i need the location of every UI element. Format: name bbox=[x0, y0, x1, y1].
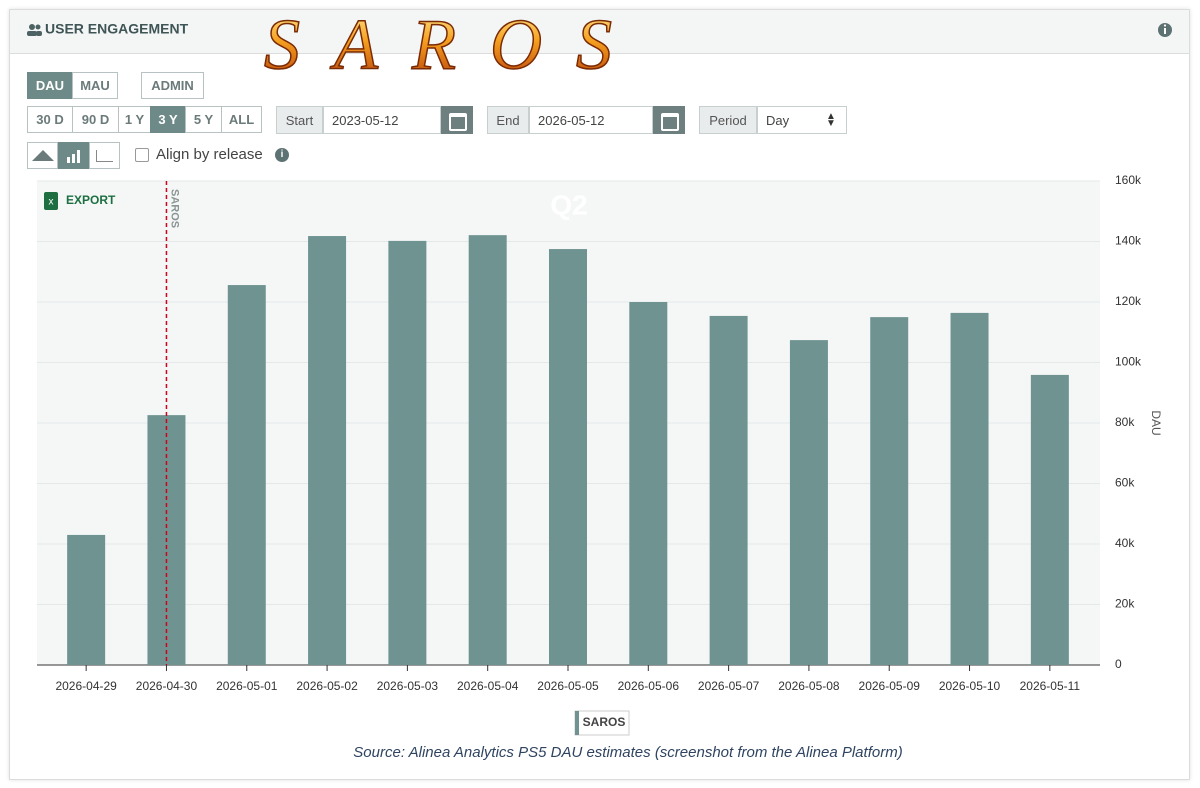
source-note: Source: Alinea Analytics PS5 DAU estimat… bbox=[353, 744, 902, 761]
x-tick-label: 2026-05-03 bbox=[377, 679, 439, 693]
bar bbox=[789, 340, 828, 665]
header-title: USER ENGAGEMENT bbox=[45, 21, 189, 37]
y-tick-label: 120k bbox=[1115, 294, 1142, 308]
x-tick-label: 2026-05-11 bbox=[1020, 679, 1081, 693]
y-tick-label: 80k bbox=[1115, 415, 1135, 429]
period-label: Period bbox=[699, 106, 757, 134]
bar bbox=[388, 240, 427, 665]
legend-swatch bbox=[575, 711, 579, 735]
range-button[interactable]: 90 D bbox=[72, 106, 119, 133]
start-calendar-button[interactable] bbox=[441, 106, 473, 134]
bar bbox=[468, 235, 507, 665]
users-icon bbox=[27, 24, 42, 36]
y-tick-label: 140k bbox=[1115, 234, 1142, 248]
svg-text:x: x bbox=[49, 197, 54, 208]
range-button[interactable]: 1 Y bbox=[118, 106, 151, 133]
info-icon[interactable] bbox=[1158, 23, 1172, 37]
bar bbox=[67, 534, 106, 665]
x-tick-label: 2026-05-09 bbox=[859, 679, 921, 693]
x-tick-label: 2026-04-30 bbox=[136, 679, 198, 693]
align-info[interactable]: i bbox=[275, 148, 289, 162]
range-button[interactable]: 3 Y bbox=[150, 106, 186, 133]
watermark: Q2 bbox=[550, 189, 587, 220]
y-tick-label: 20k bbox=[1115, 597, 1135, 611]
bar bbox=[870, 317, 909, 665]
game-logo: SAROS bbox=[264, 5, 646, 85]
x-tick-label: 2026-05-01 bbox=[216, 679, 278, 693]
x-tick-label: 2026-05-05 bbox=[537, 679, 599, 693]
y-axis-label: DAU bbox=[1149, 410, 1163, 435]
x-tick-label: 2026-05-02 bbox=[296, 679, 358, 693]
end-label: End bbox=[487, 106, 529, 134]
align-label[interactable]: Align by release bbox=[156, 146, 263, 163]
bar bbox=[549, 249, 587, 665]
release-marker-label: SAROS bbox=[169, 189, 181, 228]
bar bbox=[308, 236, 347, 665]
metric-button[interactable]: MAU bbox=[72, 72, 118, 99]
bar bbox=[227, 285, 266, 665]
x-tick-label: 2026-05-07 bbox=[698, 679, 760, 693]
export-icon[interactable]: x bbox=[44, 192, 58, 210]
y-tick-label: 40k bbox=[1115, 536, 1135, 550]
x-tick-label: 2026-05-10 bbox=[939, 679, 1001, 693]
bar bbox=[629, 302, 668, 665]
x-tick-label: 2026-04-29 bbox=[55, 679, 117, 693]
header bbox=[10, 10, 1189, 54]
end-calendar-button[interactable] bbox=[653, 106, 685, 134]
start-input[interactable]: 2023-05-12 bbox=[323, 106, 441, 134]
y-tick-label: 160k bbox=[1115, 173, 1142, 187]
select-arrow: ▲ ▼ bbox=[826, 111, 836, 129]
align-checkbox[interactable] bbox=[135, 148, 149, 162]
chart-type-line[interactable] bbox=[89, 142, 120, 169]
range-button[interactable]: 30 D bbox=[27, 106, 73, 133]
admin-button[interactable]: ADMIN bbox=[141, 72, 204, 99]
x-tick-label: 2026-05-04 bbox=[457, 679, 519, 693]
bar bbox=[709, 315, 748, 665]
start-label: Start bbox=[276, 106, 323, 134]
x-tick-label: 2026-05-06 bbox=[618, 679, 680, 693]
bar bbox=[1030, 374, 1069, 665]
period-input[interactable]: Day bbox=[757, 106, 847, 134]
legend-box bbox=[574, 710, 630, 736]
y-tick-label: 0 bbox=[1115, 657, 1122, 671]
x-tick-label: 2026-05-08 bbox=[778, 679, 840, 693]
range-button[interactable]: 5 Y bbox=[185, 106, 222, 133]
export-button[interactable]: EXPORT bbox=[66, 193, 116, 207]
legend-label: SAROS bbox=[583, 715, 626, 729]
y-tick-label: 100k bbox=[1115, 355, 1142, 369]
chart-type-bar[interactable] bbox=[58, 142, 89, 169]
y-tick-label: 60k bbox=[1115, 476, 1135, 490]
bar bbox=[950, 312, 989, 665]
chart-type-area[interactable] bbox=[27, 142, 58, 169]
metric-button[interactable]: DAU bbox=[27, 72, 73, 99]
range-button[interactable]: ALL bbox=[221, 106, 262, 133]
end-input[interactable]: 2026-05-12 bbox=[529, 106, 653, 134]
